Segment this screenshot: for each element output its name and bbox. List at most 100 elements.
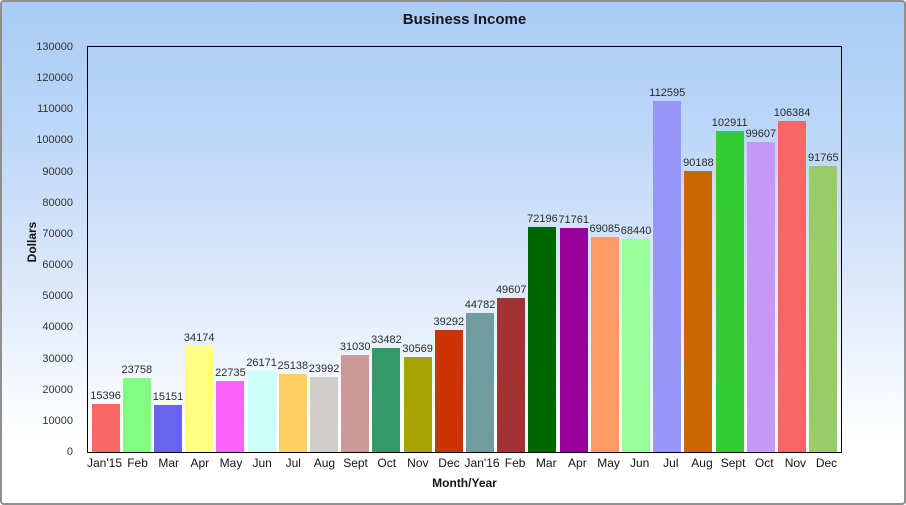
bar [91,404,120,452]
x-axis: Jan'15 Feb Mar Apr May Jun Jul Aug Sept Oct Nov Dec… [87,456,842,470]
bar-value-label: 39292 [433,315,465,328]
bar [372,347,401,452]
bar-value-label: 49607 [495,283,527,296]
bar-value-label: 44782 [464,298,496,311]
x-tick-label: May [597,456,620,470]
bar-slot: 112595 [649,47,686,452]
x-tick-label: Jun [630,456,650,470]
y-tick-label: 70000 [42,227,73,240]
bar-value-label: 102911 [711,117,748,130]
bar-value-label: 25138 [277,359,309,372]
bar-slot: 30569 [402,47,433,452]
y-tick-label: 120000 [36,72,73,85]
x-tick-label: Oct [754,456,774,470]
x-tick-label: Jul [285,456,301,470]
x-tick-label: Mar [535,456,557,470]
bar-slot: 34174 [184,47,215,452]
bar [216,381,245,452]
x-tick-label: Nov [784,456,807,470]
x-tick-label: Jan'16 [464,456,500,470]
bar [497,297,526,452]
bar-slot: 106384 [774,47,810,452]
y-tick-label: 60000 [42,259,73,272]
y-tick-label: 30000 [42,352,73,365]
bar-slot: 23992 [308,47,339,452]
bar-slot: 39292 [433,47,464,452]
y-tick-label: 80000 [42,196,73,209]
bar-slot: 23758 [121,47,152,452]
bar-value-label: 23758 [121,364,153,376]
x-tick-label: Aug [691,456,713,470]
x-tick-label: Oct [377,456,397,470]
chart-title: Business Income [402,11,527,28]
plot-area: 15396 23758 15151 34174 22735 26171 25138 23992… [87,46,842,453]
bar-value-label: 112595 [649,87,686,100]
bar-slot: 49607 [496,47,527,452]
bar-value-label: 68440 [620,224,652,237]
bar-slot: 22735 [215,47,246,452]
bar [684,171,713,452]
bar [403,356,432,452]
bar-slot: 26171 [246,47,277,452]
bar [778,120,807,452]
x-tick-label: Sept [720,456,746,470]
y-tick-label: 40000 [42,321,73,334]
x-tick-label: Dec [815,456,838,470]
y-tick-label: 10000 [42,414,73,427]
bar-slot: 90188 [683,47,714,452]
y-tick-label: 20000 [42,383,73,396]
x-tick-label: Aug [313,456,336,470]
bar-value-label: 33482 [371,333,402,346]
y-tick-label: 110000 [37,103,73,116]
bar-value-label: 91765 [807,152,839,165]
x-tick-label: May [219,456,243,470]
bar-value-label: 72196 [527,213,558,226]
x-tick-label: Dec [438,456,460,470]
x-tick-label: Jul [663,456,679,470]
bar [185,345,214,452]
bar [310,377,339,452]
bar-slot: 102911 [711,47,748,452]
bar [590,236,619,452]
x-axis-title: Month/Year [432,476,497,490]
bar-value-label: 15151 [152,390,184,403]
bar-value-label: 106384 [773,106,811,119]
bar-value-label: 23992 [308,363,340,376]
bar [622,238,651,452]
bar [528,227,557,452]
bar [341,355,370,452]
bar-slot: 69085 [589,47,620,452]
bar-value-label: 99607 [745,127,777,140]
bar [247,370,276,452]
x-tick-label: Apr [568,456,587,470]
y-tick-label: 90000 [42,165,73,178]
bar-slot: 33482 [371,47,402,452]
bar-slot: 68440 [620,47,651,452]
bar-value-label: 22735 [215,367,246,380]
bar-slot: 71761 [558,47,589,452]
bar [653,101,682,452]
bar [434,329,463,452]
bar [559,228,588,452]
bar [715,131,744,452]
bar [278,373,307,452]
x-tick-label: Feb [504,456,526,470]
bar-slot: 25138 [277,47,308,452]
y-axis: 0 10000 20000 30000 40000 50000 60000 70000 8000… [2,41,80,458]
x-tick-label: Sept [343,456,368,470]
bar [154,404,182,452]
bar [809,166,838,452]
x-tick-label: Jan'15 [87,456,122,470]
y-tick-label: 0 [66,446,73,458]
y-tick-label: 50000 [42,290,73,303]
bar-value-label: 90188 [683,157,714,169]
bar-slot: 15396 [90,47,121,452]
x-tick-label: Jun [252,456,272,470]
x-tick-label: Feb [127,456,148,470]
bar [466,312,495,452]
y-tick-label: 100000 [36,134,73,147]
bar-slot: 72196 [527,47,558,452]
bar-value-label: 26171 [246,356,277,369]
bar-value-label: 30569 [402,342,433,355]
bar-slot: 15151 [152,47,183,452]
